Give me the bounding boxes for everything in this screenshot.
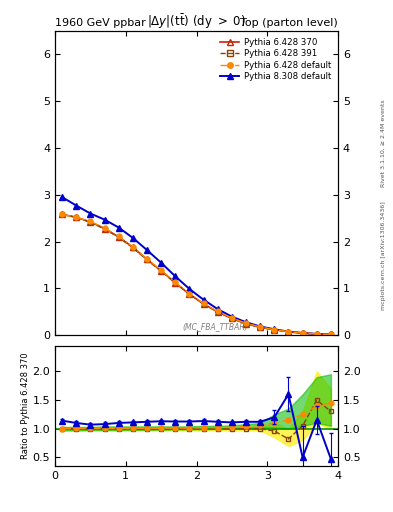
Text: 1960 GeV ppbar: 1960 GeV ppbar — [55, 18, 146, 28]
Title: $|\Delta y|$(t$\bar{\mathrm{t}}$) (dy $>$ 0): $|\Delta y|$(t$\bar{\mathrm{t}}$) (dy $>… — [147, 12, 246, 31]
Text: (MC_FBA_TTBAR): (MC_FBA_TTBAR) — [182, 322, 248, 331]
Y-axis label: Ratio to Pythia 6.428 370: Ratio to Pythia 6.428 370 — [20, 352, 29, 459]
Text: mcplots.cern.ch [arXiv:1306.3436]: mcplots.cern.ch [arXiv:1306.3436] — [381, 202, 386, 310]
Text: Rivet 3.1.10, ≥ 2.4M events: Rivet 3.1.10, ≥ 2.4M events — [381, 99, 386, 187]
Legend: Pythia 6.428 370, Pythia 6.428 391, Pythia 6.428 default, Pythia 8.308 default: Pythia 6.428 370, Pythia 6.428 391, Pyth… — [218, 35, 334, 84]
Text: Top (parton level): Top (parton level) — [240, 18, 338, 28]
